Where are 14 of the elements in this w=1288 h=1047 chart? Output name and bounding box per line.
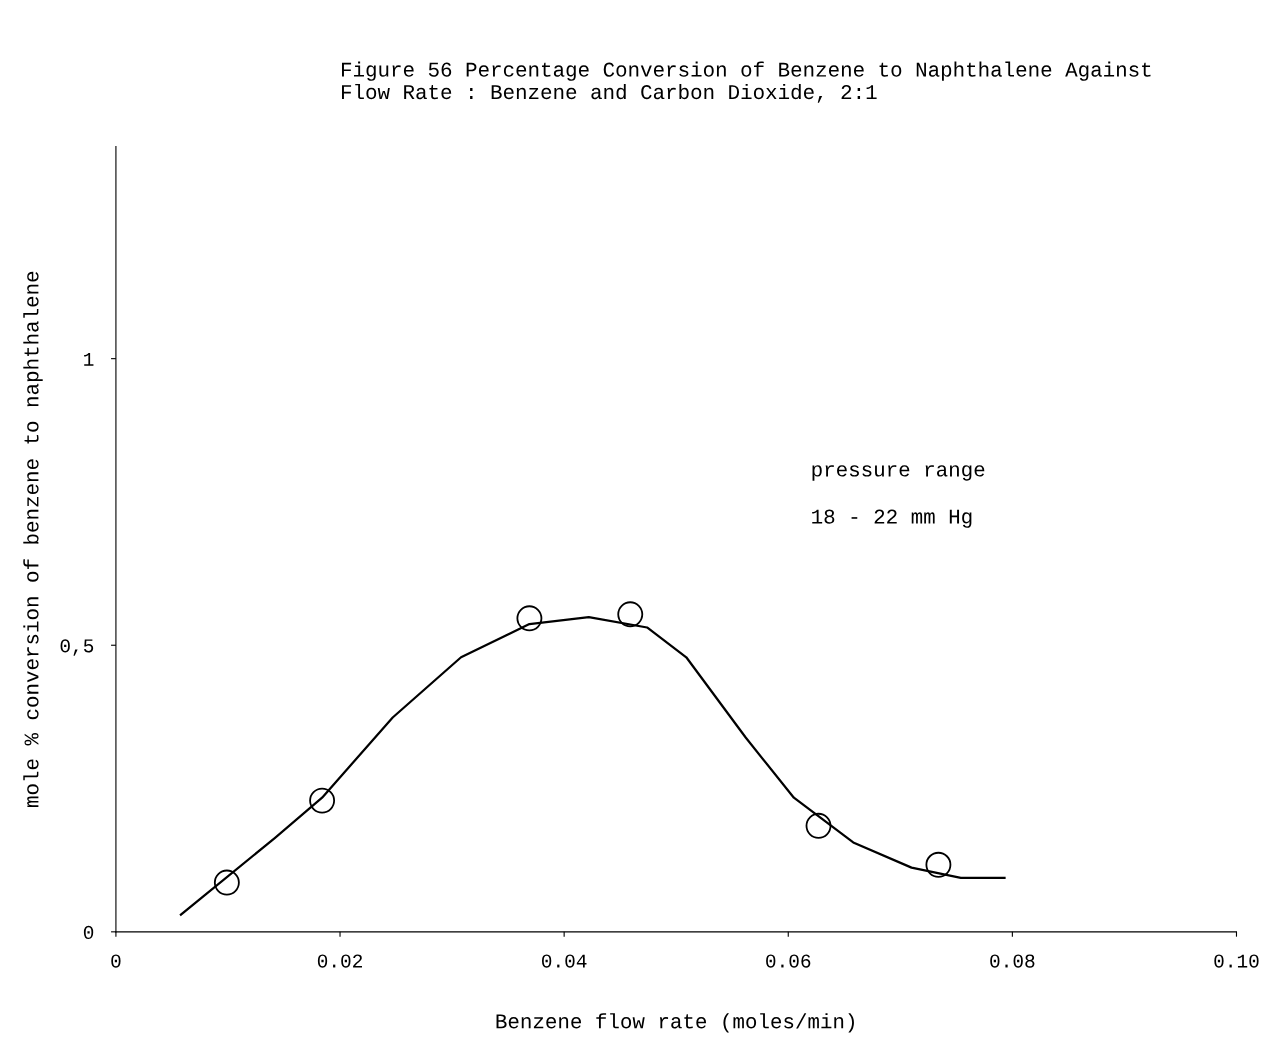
- x-tick-label: 0: [111, 954, 121, 968]
- y-tick-label: 0: [83, 925, 94, 940]
- x-tick-label: 0.08: [990, 954, 1035, 968]
- chart-title: Figure 56 Percentage Conversion of Benzene to Naphthalene Against Flow Rate : Benzene and Carbon Dioxide, 2:1: [342, 61, 1151, 103]
- y-tick-label: 1: [84, 352, 94, 366]
- y-axis-title: mole % conversion of benzene to naphthalene: [23, 271, 43, 808]
- y-tick-label: 0,5: [60, 639, 94, 656]
- x-tick-label: 0.10: [1214, 954, 1259, 968]
- x-tick-label: 0.02: [317, 954, 362, 968]
- x-axis-title: Benzene flow rate (moles/min): [496, 1013, 854, 1033]
- x-tick-label: 0.04: [541, 954, 587, 968]
- annotation: pressure range: [812, 465, 985, 481]
- x-tick-label: 0.06: [766, 954, 811, 968]
- annotation: 18 - 22 mm Hg: [812, 509, 972, 528]
